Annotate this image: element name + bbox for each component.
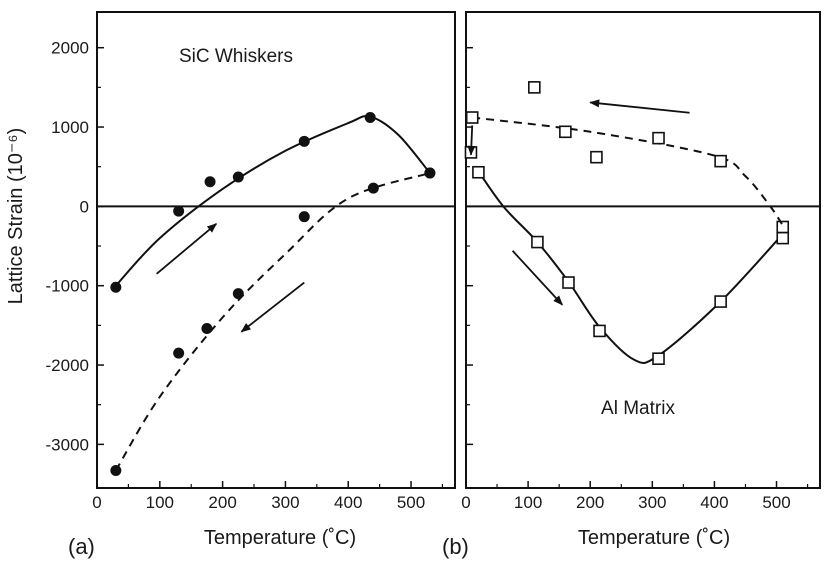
panel-b-heating-point xyxy=(652,352,665,365)
panel-b-heating-arrow xyxy=(511,250,563,306)
panel-a-cooling-point xyxy=(173,347,185,359)
panel-a-y-axis-label: Lattice Strain (10⁻⁶) xyxy=(5,128,27,305)
panel-b-x-tick-label: 0 xyxy=(461,493,470,512)
panel-a-cooling-curve xyxy=(114,172,431,472)
panel-b-cooling-point xyxy=(714,154,727,168)
panel-a-frame xyxy=(96,11,456,489)
panel-b-annotation: Al Matrix xyxy=(601,398,675,419)
panel-a-y-tick-label: -3000 xyxy=(46,435,89,454)
panel-b-heating-point xyxy=(562,276,575,289)
panel-b-cooling-point xyxy=(652,131,665,145)
panel-b-cooling-point xyxy=(465,111,479,124)
panel-b-frame xyxy=(465,11,821,489)
panel-b-heating-point xyxy=(714,295,727,308)
panel-b-x-tick-label: 300 xyxy=(638,493,666,512)
panel-a-y-tick-label: 2000 xyxy=(51,39,89,58)
panel-a-heating-point xyxy=(364,112,376,124)
panel-b-heating-point xyxy=(472,165,485,179)
panel-a-cooling-arrow xyxy=(240,281,305,333)
panel-a-x-tick-label: 100 xyxy=(146,493,174,512)
panel-b-heating-point xyxy=(531,235,544,249)
panel-b-cooling-point xyxy=(528,81,541,94)
panel-a: 0 100 200 300 400 500 -3000 -2000 -1000 0 1000 2000 xyxy=(46,11,456,512)
panel-b-cooling-curve xyxy=(472,116,784,226)
panel-b-cooling-point xyxy=(559,125,572,139)
panel-b-x-tick-label: 100 xyxy=(514,493,542,512)
panel-b-heating-point xyxy=(776,220,790,234)
panel-a-heating-arrow xyxy=(156,223,218,275)
panel-b-heating-point xyxy=(776,231,790,245)
panel-b-x-tick-label: 500 xyxy=(762,493,790,512)
panel-a-heating-point xyxy=(232,171,244,183)
panel-a-heating-point xyxy=(298,135,310,147)
panel-a-x-tick-label: 300 xyxy=(271,493,299,512)
panel-a-heating-point xyxy=(173,205,185,217)
panel-a-cooling-point xyxy=(201,323,213,335)
panel-b-cooling-point xyxy=(590,150,603,164)
panel-b: 0 100 200 300 400 500 xyxy=(461,11,821,512)
panel-a-cooling-point xyxy=(424,167,436,179)
panel-a-x-tick-label: 200 xyxy=(208,493,236,512)
panel-b-heating-curve xyxy=(474,166,784,364)
panel-b-x-tick-label: 400 xyxy=(700,493,728,512)
panel-b-cooling-arrow xyxy=(467,125,476,156)
panel-b-tag: (b) xyxy=(442,534,469,559)
panel-a-annotation: SiC Whiskers xyxy=(179,46,293,67)
panel-a-y-tick-label: -1000 xyxy=(46,277,89,296)
panel-a-y-tick-label: 1000 xyxy=(51,118,89,137)
panel-a-heating-point xyxy=(110,281,122,293)
panel-b-heating-point xyxy=(593,324,606,338)
panel-a-cooling-point xyxy=(367,182,379,194)
panel-a-x-tick-label: 400 xyxy=(334,493,362,512)
panel-a-cooling-point xyxy=(298,211,310,223)
panel-a-x-tick-label: 0 xyxy=(92,493,101,512)
panel-b-x-tick-label: 200 xyxy=(576,493,604,512)
panel-a-heating-curve xyxy=(115,115,431,287)
panel-a-x-tick-label: 500 xyxy=(397,493,425,512)
panel-a-x-axis-label: Temperature (˚C) xyxy=(204,527,356,549)
panel-b-x-axis-label: Temperature (˚C) xyxy=(578,527,730,549)
panel-a-tag: (a) xyxy=(68,534,95,559)
panel-a-heating-point xyxy=(204,176,216,188)
panel-a-cooling-point xyxy=(110,465,122,477)
panel-a-y-tick-label: 0 xyxy=(80,197,89,216)
panel-a-y-tick-label: -2000 xyxy=(46,356,89,375)
panel-a-cooling-point xyxy=(232,288,244,300)
panel-b-cooling-arrow xyxy=(589,99,690,114)
